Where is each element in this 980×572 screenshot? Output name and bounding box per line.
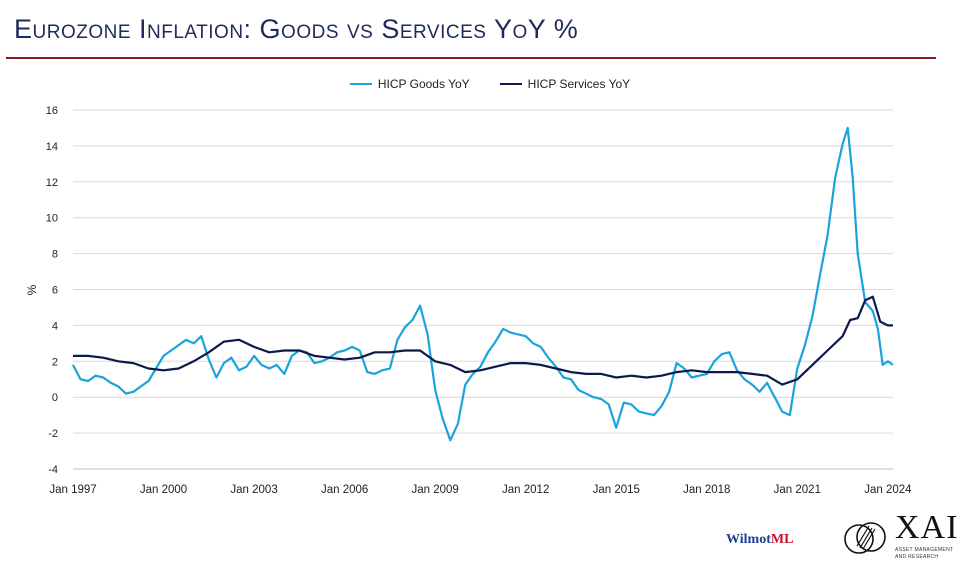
x-tick-label: Jan 2006	[321, 484, 368, 496]
x-tick-label: Jan 2015	[593, 484, 640, 496]
y-tick-label: -4	[48, 464, 58, 476]
legend-item-goods: HICP Goods YoY	[349, 77, 470, 91]
y-tick-label: 12	[46, 177, 58, 189]
legend-label-services: HICP Services YoY	[527, 77, 631, 91]
legend-label-goods: HICP Goods YoY	[377, 77, 470, 91]
legend-item-services: HICP Services YoY	[499, 77, 631, 91]
x-tick-label: Jan 2009	[412, 484, 459, 496]
wilmot-logo-prefix: Wilmot	[726, 532, 771, 547]
xai-globe-icon	[844, 522, 886, 554]
x-tick-label: Jan 2021	[774, 484, 821, 496]
series-line-services	[73, 295, 893, 386]
y-tick-label: 10	[46, 213, 58, 225]
legend-swatch-goods	[349, 83, 372, 85]
x-tick-label: Jan 1997	[49, 484, 96, 496]
xai-logo-text: XAI	[895, 509, 959, 546]
x-tick-label: Jan 2003	[230, 484, 277, 496]
x-tick-label: Jan 2012	[502, 484, 549, 496]
wilmotml-logo: WilmotML	[726, 532, 793, 548]
y-tick-label: 0	[52, 392, 58, 404]
y-tick-label: 4	[52, 320, 58, 332]
y-tick-label: 2	[52, 356, 58, 368]
y-axis-title: %	[25, 284, 39, 295]
y-tick-label: -2	[48, 428, 58, 440]
wilmot-logo-suffix: ML	[770, 532, 794, 547]
x-tick-label: Jan 2018	[683, 484, 730, 496]
y-tick-label: 16	[46, 105, 58, 117]
y-tick-label: 6	[52, 285, 58, 297]
y-tick-label: 8	[52, 249, 58, 261]
series-line-goods	[72, 126, 894, 442]
chart-legend: HICP Goods YoY HICP Services YoY	[0, 77, 980, 91]
xai-logo-subtitle: ASSET MANAGEMENT AND RESEARCH	[895, 547, 975, 560]
y-tick-label: 14	[46, 141, 58, 153]
xai-sub-line1: ASSET MANAGEMENT	[895, 547, 954, 553]
x-tick-label: Jan 2000	[140, 484, 187, 496]
legend-swatch-services	[499, 83, 522, 85]
chart-title: Eurozone Inflation: Goods vs Services Yo…	[14, 14, 579, 44]
title-underline	[6, 57, 936, 59]
xai-sub-line2: AND RESEARCH	[895, 553, 939, 560]
x-tick-label: Jan 2024	[864, 484, 912, 496]
